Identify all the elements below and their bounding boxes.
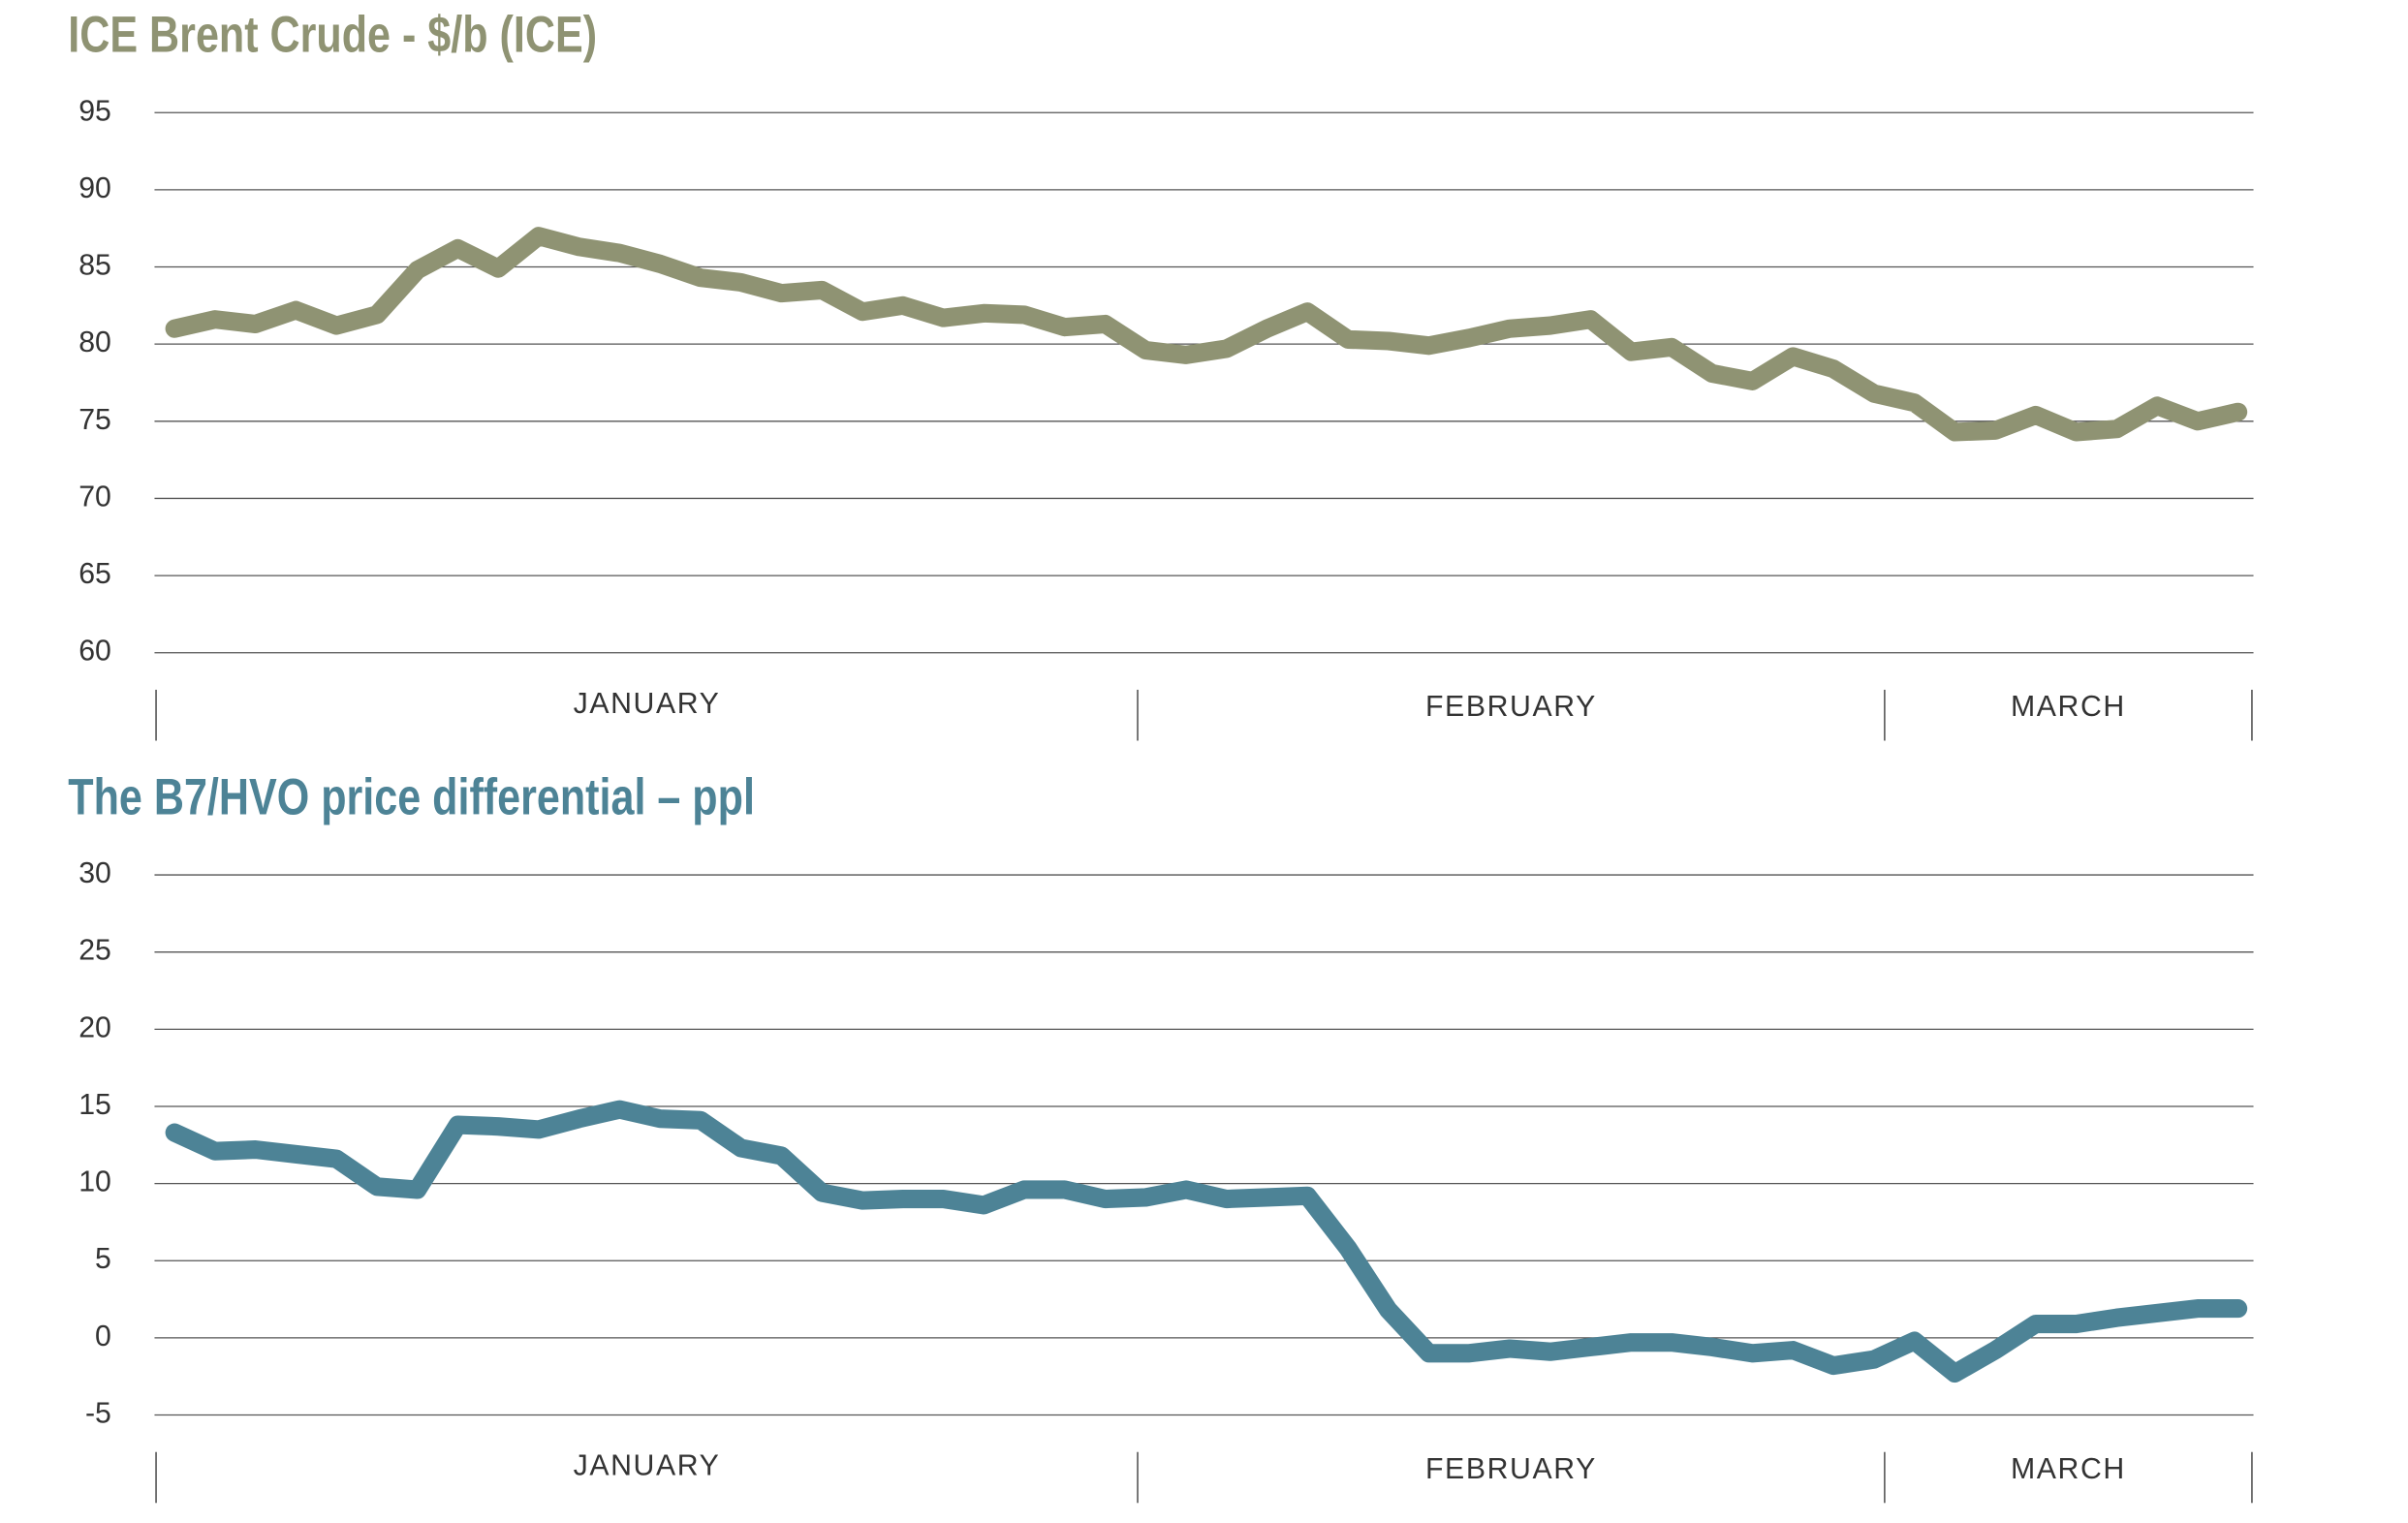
- y-tick-label: 10: [78, 1166, 111, 1198]
- title-group: The B7/HVO price differential – ppl: [68, 768, 755, 825]
- y-tick-label: 70: [78, 481, 111, 513]
- y-tick-label: 85: [78, 250, 111, 282]
- y-tick-label: 25: [78, 935, 111, 967]
- y-tick-label: 20: [78, 1011, 111, 1043]
- y-tick-label: 75: [78, 404, 111, 436]
- month-label: JANUARY: [574, 1450, 721, 1482]
- y-tick-label: 30: [78, 857, 111, 889]
- y-tick-label: 80: [78, 326, 111, 358]
- y-tick-label: 15: [78, 1089, 111, 1121]
- y-tick-label: 90: [78, 172, 111, 204]
- y-tick-label: 0: [95, 1321, 111, 1352]
- data-line: [165, 1100, 2248, 1383]
- month-label: FEBRUARY: [1425, 691, 1597, 723]
- y-tick-label: 65: [78, 558, 111, 590]
- chart-title: The B7/HVO price differential – ppl: [68, 768, 755, 825]
- month-label: MARCH: [2011, 691, 2126, 723]
- month-label: MARCH: [2011, 1453, 2126, 1485]
- data-line: [165, 227, 2248, 442]
- month-label: JANUARY: [574, 688, 721, 720]
- month-label: FEBRUARY: [1425, 1453, 1597, 1485]
- y-tick-label: -5: [85, 1398, 111, 1430]
- y-tick-label: 5: [95, 1243, 111, 1275]
- y-tick-label: 60: [78, 636, 111, 668]
- chart-title: ICE Brent Crude - $/b (ICE): [68, 7, 597, 64]
- y-tick-label: 95: [78, 95, 111, 127]
- title-group: ICE Brent Crude - $/b (ICE): [68, 7, 597, 64]
